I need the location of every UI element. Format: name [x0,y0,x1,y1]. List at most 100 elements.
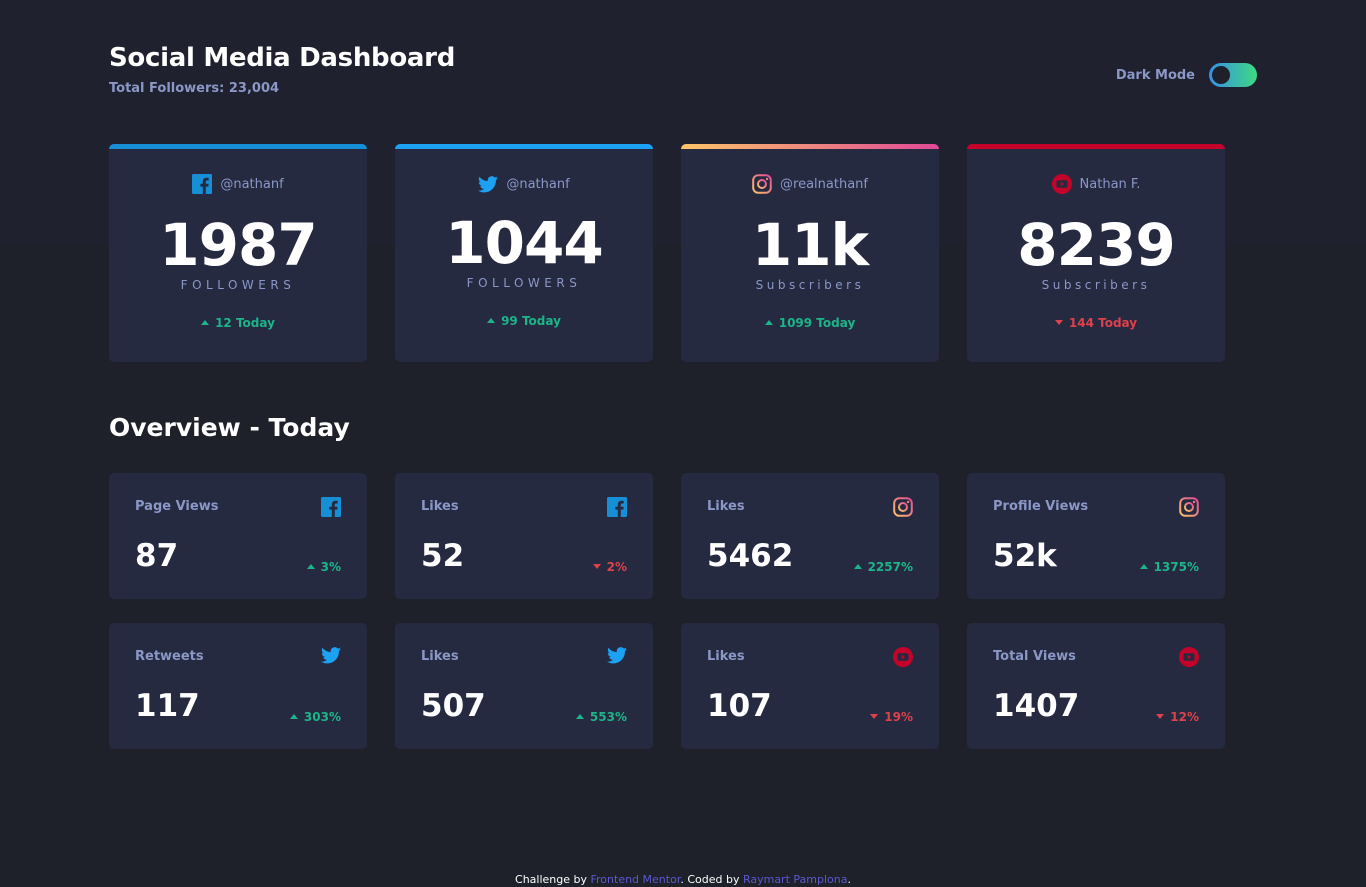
footer-prefix: Challenge by [515,873,591,886]
instagram-icon [752,174,772,194]
arrow-up-icon [1139,564,1148,569]
follower-count-label: FOLLOWERS [466,276,582,290]
arrow-up-icon [201,320,210,325]
overview-card-instagram-profile-views[interactable]: Profile Views 52k 1375% [967,473,1225,599]
author-link[interactable]: Raymart Pamplona [742,873,848,886]
handle-text: @nathanf [220,176,284,192]
arrow-up-icon [289,714,298,719]
metric-label: Likes [707,499,745,514]
youtube-icon [1051,174,1072,194]
dark-mode-label: Dark Mode [1115,67,1195,83]
toggle-knob[interactable] [1212,66,1230,84]
metric-value: 107 [707,688,772,724]
metric-change-text: 2257% [867,560,913,574]
twitter-icon [321,647,341,667]
overview-card-twitter-retweets[interactable]: Retweets 117 303% [109,623,367,749]
arrow-down-icon [1156,714,1165,719]
arrow-up-icon [764,320,773,325]
follower-count-label: Subscribers [1041,278,1151,292]
metric-change: 303% [289,710,341,724]
dark-mode-toggle[interactable] [1209,63,1257,87]
facebook-icon [321,497,341,517]
handle-row: @realnathanf [681,173,939,195]
card-accent-bar [395,144,653,149]
metric-value: 52k [993,538,1057,574]
today-change-text: 1099 Today [778,316,856,330]
follower-card-youtube[interactable]: Nathan F. 8239 Subscribers 144 Today [967,144,1225,362]
overview-card-instagram-likes[interactable]: Likes 5462 2257% [681,473,939,599]
facebook-icon [607,497,627,517]
follower-count-label: FOLLOWERS [180,278,296,292]
dark-mode-control: Dark Mode [1116,63,1257,87]
metric-value: 1407 [993,688,1080,724]
youtube-icon [1179,647,1199,667]
overview-card-facebook-page-views[interactable]: Page Views 87 3% [109,473,367,599]
dashboard-header: Social Media Dashboard Total Followers: … [109,40,1257,110]
overview-card-facebook-likes[interactable]: Likes 52 2% [395,473,653,599]
today-change-text: 144 Today [1068,316,1138,330]
metric-value: 87 [135,538,179,574]
metric-value: 52 [421,538,465,574]
arrow-down-icon [592,564,601,569]
metric-change: 12% [1156,710,1199,724]
metric-change-text: 2% [606,560,627,574]
card-accent-bar [109,144,367,149]
arrow-up-icon [575,714,584,719]
metric-label: Page Views [135,499,219,514]
follower-count: 11k [751,211,869,279]
handle-row: @nathanf [395,173,653,195]
follower-card-facebook[interactable]: @nathanf 1987 FOLLOWERS 12 Today [109,144,367,362]
metric-change-text: 19% [884,710,913,724]
handle-text: @realnathanf [780,176,868,192]
handle-text: @nathanf [506,176,570,192]
metric-value: 117 [135,688,200,724]
metric-label: Retweets [135,649,204,664]
metric-label: Likes [421,499,459,514]
card-accent-bar [967,144,1225,149]
metric-change: 1375% [1139,560,1199,574]
footer-middle: . Coded by [680,873,743,886]
metric-change-text: 1375% [1153,560,1199,574]
instagram-icon [893,497,913,517]
metric-value: 507 [421,688,486,724]
metric-change: 19% [870,710,913,724]
today-change-text: 99 Today [501,314,561,328]
today-change: 1099 Today [681,316,939,330]
overview-card-youtube-likes[interactable]: Likes 107 19% [681,623,939,749]
follower-card-twitter[interactable]: @nathanf 1044 FOLLOWERS 99 Today [395,144,653,362]
footer-suffix: . [847,873,851,886]
overview-card-youtube-total-views[interactable]: Total Views 1407 12% [967,623,1225,749]
metric-change-text: 12% [1170,710,1199,724]
today-change: 144 Today [967,316,1225,330]
handle-text: Nathan F. [1079,176,1141,192]
overview-card-twitter-likes[interactable]: Likes 507 553% [395,623,653,749]
metric-change: 2% [592,560,627,574]
today-change: 12 Today [109,316,367,330]
arrow-down-icon [1054,320,1063,325]
youtube-icon [893,647,913,667]
attribution-footer: Challenge by Frontend Mentor. Coded by R… [0,873,1366,886]
twitter-icon [607,647,627,667]
overview-title: Overview - Today [109,413,350,442]
metric-change: 3% [306,560,341,574]
page-title: Social Media Dashboard [109,43,456,73]
card-accent-bar [681,144,939,149]
metric-change: 553% [575,710,627,724]
metric-value: 5462 [707,538,794,574]
follower-card-instagram[interactable]: @realnathanf 11k Subscribers 1099 Today [681,144,939,362]
metric-change: 2257% [853,560,913,574]
follower-count-label: Subscribers [755,278,865,292]
total-followers: Total Followers: 23,004 [109,81,280,96]
today-change: 99 Today [395,314,653,328]
frontend-mentor-link[interactable]: Frontend Mentor [590,873,681,886]
arrow-down-icon [870,714,879,719]
metric-label: Likes [421,649,459,664]
metric-change-text: 3% [320,560,341,574]
follower-count: 8239 [1017,211,1175,279]
arrow-up-icon [853,564,862,569]
follower-count: 1044 [445,209,603,277]
facebook-icon [192,174,213,194]
handle-row: @nathanf [109,173,367,195]
metric-label: Total Views [993,649,1076,664]
metric-change-text: 553% [589,710,627,724]
